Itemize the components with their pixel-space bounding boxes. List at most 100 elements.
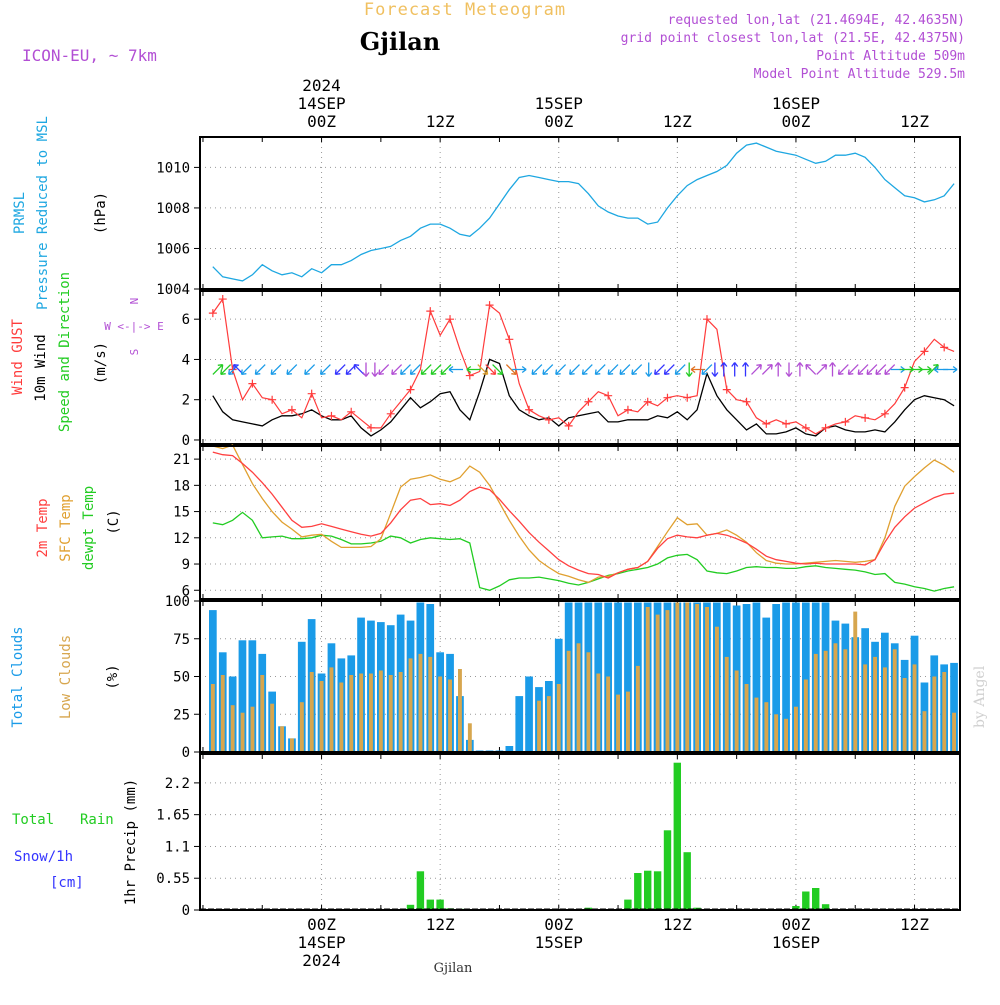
y-tick-label: 100 <box>165 594 190 610</box>
low-cloud-bar <box>823 650 828 752</box>
wind-direction-arrow <box>619 364 631 376</box>
rain-bar <box>436 899 444 910</box>
total-cloud-bar <box>772 604 780 752</box>
rain-bar <box>644 870 652 910</box>
low-cloud-bar <box>546 696 551 752</box>
low-cloud-bar <box>369 673 373 752</box>
pressure-labels: PRMSL Pressure Reduced to MSL (hPa) <box>12 116 109 310</box>
y-tick-label: 25 <box>173 707 190 723</box>
low-cloud-bar <box>319 681 324 752</box>
low-cloud-bar <box>892 649 897 752</box>
model-label: ICON-EU, ~ 7km <box>22 46 157 65</box>
low-cloud-bar <box>922 711 927 752</box>
low-cloud-bar <box>537 700 541 752</box>
rain-bar <box>406 904 415 910</box>
rain-bar <box>653 871 662 910</box>
low-cloud-bar <box>744 684 749 752</box>
low-cloud-bar <box>626 691 630 752</box>
y-tick-label: 1.65 <box>156 808 190 824</box>
y-tick-label: 15 <box>173 505 190 521</box>
wind-direction-arrow <box>448 365 463 374</box>
low-cloud-bar <box>833 643 838 752</box>
time-label-bottom: 00Z <box>307 915 336 934</box>
y-tick-label: 9 <box>182 557 190 573</box>
wind-direction-arrow <box>353 363 365 375</box>
wind-direction-arrow <box>430 364 442 376</box>
wind-direction-arrow <box>731 362 739 377</box>
model-altitude: Model Point Altitude 529.5m <box>754 67 965 82</box>
grid-point-coords: grid point closest lon,lat (21.5E, 42.43… <box>621 31 965 46</box>
panel-wind: 0 2 4 6 <box>182 290 961 449</box>
gust-marker <box>327 411 336 420</box>
precip-label-snow: Snow/1h <box>14 849 73 865</box>
rain-bar <box>416 871 425 910</box>
low-cloud-bar <box>853 611 858 752</box>
wind-direction-arrow <box>371 362 379 377</box>
low-cloud-bar <box>794 706 798 752</box>
time-label-bottom: 00Z <box>544 915 573 934</box>
chart-title: Forecast Meteogram <box>364 0 566 20</box>
total-cloud-bar <box>950 662 958 752</box>
pressure-label-msl: Pressure Reduced to MSL <box>35 116 51 310</box>
total-cloud-bar <box>752 602 761 752</box>
y-tick-label: 12 <box>173 531 190 547</box>
requested-coords: requested lon,lat (21.4694E, 42.4635N) <box>668 13 965 28</box>
wind-direction-arrow <box>240 364 252 376</box>
rain-bar <box>792 906 800 910</box>
total-cloud-bar <box>792 602 800 752</box>
y-tick-label: 1010 <box>156 160 190 176</box>
y-tick-label: 0 <box>182 745 190 761</box>
pressure-label-prmsl: PRMSL <box>12 192 28 234</box>
time-label-top: 16SEP <box>772 94 820 113</box>
time-label-top: 00Z <box>307 112 336 131</box>
total-cloud-bar <box>782 602 790 752</box>
gust-marker <box>446 315 455 324</box>
y-tick-label: 6 <box>182 312 190 328</box>
low-cloud-bar <box>774 714 779 753</box>
gust-marker <box>386 409 395 418</box>
low-cloud-bar <box>428 656 433 752</box>
temp-label-sfc: SFC Temp <box>58 494 74 561</box>
total-cloud-bar <box>209 610 217 752</box>
low-cloud-bar <box>675 602 680 752</box>
low-cloud-bar <box>250 706 255 752</box>
gust-marker <box>722 385 731 394</box>
low-cloud-bar <box>813 653 818 752</box>
y-tick-label: 0 <box>182 903 190 919</box>
y-tick-label: 75 <box>173 632 190 648</box>
time-label-top: 14SEP <box>297 94 345 113</box>
point-altitude: Point Altitude 509m <box>816 49 965 64</box>
low-cloud-bar <box>299 702 304 752</box>
gust-marker <box>861 413 870 422</box>
gust-marker <box>426 307 435 316</box>
rain-bar <box>812 888 820 910</box>
wind-direction-arrow <box>440 364 452 376</box>
low-cloud-bar <box>388 675 393 752</box>
wind-direction-arrow <box>220 364 232 376</box>
panel-frame <box>199 290 961 445</box>
rain-bar <box>634 873 642 910</box>
y-tick-label: 50 <box>173 670 190 686</box>
wind-label-direction: Speed and Direction <box>57 272 73 432</box>
low-cloud-bar <box>912 664 917 752</box>
wind-direction-arrow <box>720 362 728 377</box>
wind-direction-arrow <box>270 364 282 376</box>
low-cloud-bar <box>695 604 700 752</box>
low-cloud-bar <box>616 694 620 752</box>
y-tick-label: 0.55 <box>156 871 190 887</box>
low-cloud-bar <box>665 610 670 752</box>
gust-marker <box>880 409 889 418</box>
low-cloud-bar <box>349 675 354 752</box>
gust-marker <box>940 343 949 352</box>
cloud-label-low: Low Clouds <box>58 635 74 719</box>
panel-frame <box>199 600 961 753</box>
time-label-bottom: 00Z <box>781 915 810 934</box>
wind-direction-arrow <box>607 364 619 376</box>
rain-bar <box>802 891 810 910</box>
wind-direction-arrow <box>761 363 773 375</box>
time-label-bottom: 12Z <box>663 915 692 934</box>
gust-marker <box>782 419 791 428</box>
wind-direction-arrow <box>569 364 580 376</box>
wind-direction-arrow <box>581 364 593 376</box>
